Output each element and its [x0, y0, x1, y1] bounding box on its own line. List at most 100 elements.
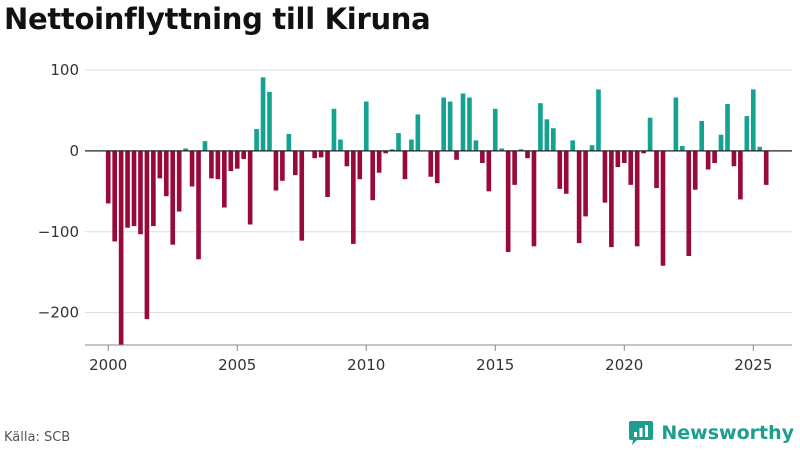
- bar: [660, 150, 666, 266]
- bars: [105, 77, 769, 345]
- bar: [344, 150, 350, 167]
- bar: [441, 97, 446, 151]
- bar: [609, 150, 614, 248]
- bar: [396, 133, 401, 151]
- bar: [376, 150, 382, 173]
- x-tick-label: 2010: [347, 356, 385, 374]
- bar: [125, 150, 130, 228]
- bar: [525, 150, 530, 159]
- bar: [131, 150, 137, 227]
- bar: [641, 150, 646, 154]
- bar: [744, 116, 750, 151]
- bar: [234, 150, 240, 169]
- bar: [602, 150, 608, 203]
- bar: [157, 150, 163, 179]
- bar: [557, 150, 563, 189]
- bar: [486, 150, 492, 192]
- bar: [725, 103, 730, 151]
- bar: [499, 148, 505, 151]
- bar: [389, 149, 395, 151]
- bar: [228, 150, 234, 172]
- bar: [196, 150, 201, 260]
- bar: [247, 150, 253, 225]
- bar: [357, 150, 363, 180]
- bar: [531, 150, 537, 247]
- x-tick-label: 2015: [476, 356, 514, 374]
- bar: [505, 150, 511, 252]
- x-tick-label: 2005: [218, 356, 256, 374]
- bar: [563, 150, 569, 194]
- bar: [273, 150, 279, 191]
- gridlines: [85, 69, 792, 314]
- bar: [634, 150, 640, 247]
- bar: [267, 91, 272, 151]
- y-tick-label: −100: [38, 223, 79, 241]
- bar: [460, 93, 466, 151]
- bar: [628, 150, 634, 185]
- bar: [189, 150, 195, 187]
- bar: [473, 140, 479, 151]
- y-tick-label: −200: [38, 304, 79, 322]
- bar: [518, 149, 524, 151]
- brand-logo: Newsworthy: [627, 420, 794, 446]
- bar: [699, 120, 705, 151]
- bar: [202, 141, 208, 151]
- bar: [544, 119, 550, 151]
- bar: [370, 150, 376, 201]
- bar: [621, 150, 627, 164]
- bar: [292, 150, 298, 176]
- bar: [209, 150, 214, 179]
- bar: [447, 101, 453, 151]
- bar: [409, 139, 414, 151]
- bar-chart: 100 0 −100 −200 2000 2005 2010 2015 2020 2025: [38, 61, 792, 374]
- bar: [260, 77, 266, 151]
- bar: [241, 150, 247, 159]
- bar: [538, 103, 543, 151]
- bar: [763, 150, 769, 185]
- bar: [331, 108, 337, 151]
- bar: [570, 140, 575, 151]
- bar: [299, 150, 305, 241]
- bar: [738, 150, 743, 200]
- bar: [151, 150, 156, 227]
- bar: [467, 97, 472, 151]
- bar: [118, 150, 124, 345]
- bar: [163, 150, 169, 197]
- bar: [718, 134, 724, 151]
- bar: [551, 128, 556, 151]
- bar: [183, 148, 188, 151]
- bar: [480, 150, 485, 164]
- bar: [757, 146, 763, 151]
- bar: [176, 150, 182, 212]
- bar: [144, 150, 150, 320]
- bar: [705, 150, 711, 170]
- bar: [215, 150, 221, 180]
- bar: [583, 150, 588, 217]
- bar: [492, 108, 498, 151]
- bar: [576, 150, 582, 244]
- bar: [589, 145, 595, 151]
- bar: [692, 150, 698, 190]
- y-tick-label: 0: [69, 142, 79, 160]
- bar: [383, 150, 388, 154]
- bar: [112, 150, 117, 242]
- bar: [402, 150, 408, 180]
- bar: [286, 133, 292, 151]
- bar: [434, 150, 440, 184]
- chart-title: Nettoinflyttning till Kiruna: [4, 2, 431, 36]
- brand-name: Newsworthy: [661, 422, 794, 444]
- bar: [138, 150, 143, 235]
- bar: [312, 150, 317, 159]
- bar: [222, 150, 227, 208]
- bar: [654, 150, 659, 189]
- bar: [512, 150, 517, 185]
- x-tick-label: 2000: [89, 356, 127, 374]
- bar: [712, 150, 717, 164]
- bar: [415, 114, 421, 151]
- bar: [338, 139, 343, 151]
- bar: [254, 129, 259, 151]
- bar: [731, 150, 737, 167]
- bar: [647, 117, 653, 151]
- bar: [454, 150, 459, 160]
- bar: [280, 150, 285, 181]
